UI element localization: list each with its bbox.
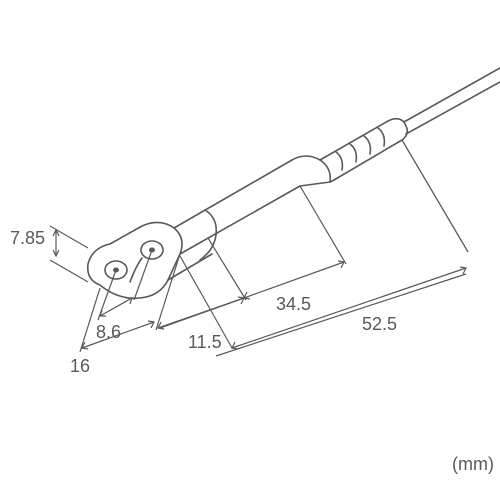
- dim-face-depth: 11.5: [188, 332, 222, 352]
- connector-diagram: 7.85 8.6 16 11.5 34.5 52.5 (mm): [0, 0, 500, 500]
- dimension-texts: 7.85 8.6 16 11.5 34.5 52.5: [10, 228, 397, 376]
- dim-pin-distance: 8.6: [96, 322, 121, 342]
- dim-body-length: 34.5: [276, 294, 311, 314]
- connector-outline: [88, 68, 500, 298]
- dim-total-length: 52.5: [362, 314, 397, 334]
- unit-label: (mm): [452, 454, 494, 474]
- dim-height: 7.85: [10, 228, 45, 248]
- dim-face-width: 16: [70, 356, 90, 376]
